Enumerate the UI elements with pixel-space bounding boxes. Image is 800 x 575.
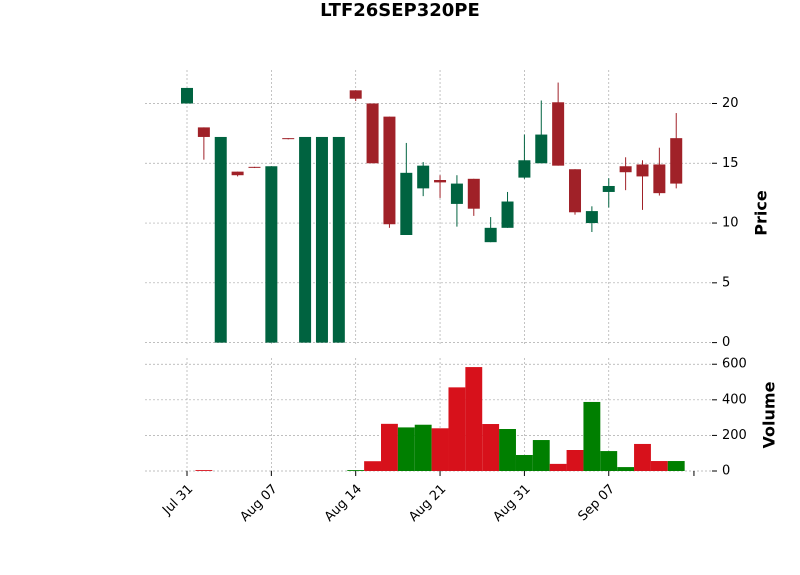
candle-body bbox=[484, 227, 497, 243]
candle-body bbox=[467, 178, 480, 209]
y-tick-label: 20 bbox=[722, 96, 739, 111]
x-tick-label: Aug 21 bbox=[406, 482, 449, 525]
volume-bar bbox=[549, 463, 567, 471]
candle-body bbox=[585, 211, 598, 224]
candle-body bbox=[670, 138, 683, 184]
volume-bar bbox=[397, 427, 415, 471]
y2-tick-label: 200 bbox=[722, 428, 747, 443]
candle-body bbox=[434, 180, 447, 183]
candle-body bbox=[602, 185, 615, 192]
candle-body bbox=[636, 164, 649, 177]
x-tick-label: Aug 31 bbox=[491, 482, 534, 525]
volume-bar bbox=[667, 461, 685, 471]
volume-bar bbox=[532, 440, 550, 471]
volume-bar bbox=[347, 470, 365, 471]
x-tick-label: Aug 14 bbox=[322, 482, 365, 525]
volume-bar bbox=[431, 428, 449, 471]
volume-bar bbox=[381, 423, 398, 471]
candle-body bbox=[366, 103, 379, 164]
y2-tick-label: 0 bbox=[722, 464, 730, 479]
y-tick-label: 10 bbox=[722, 216, 739, 231]
candle-body bbox=[214, 136, 227, 343]
volume-bar bbox=[650, 461, 668, 471]
y-tick-label: 0 bbox=[722, 335, 730, 350]
candle-body bbox=[197, 127, 210, 137]
candle-body bbox=[248, 166, 261, 168]
volume-bar bbox=[465, 367, 483, 471]
candle-body bbox=[299, 136, 312, 343]
volume-bar bbox=[600, 451, 618, 471]
volume-bar bbox=[617, 467, 635, 471]
candle-body bbox=[501, 201, 514, 228]
x-tick-label: Aug 07 bbox=[237, 482, 280, 525]
candle-body bbox=[332, 136, 345, 343]
candle-body bbox=[552, 102, 565, 166]
volume-bar bbox=[566, 450, 584, 471]
candle-body bbox=[518, 160, 531, 178]
y-axis-label: Price bbox=[752, 190, 771, 236]
candle-body bbox=[265, 166, 278, 343]
candle-body bbox=[450, 183, 463, 204]
y2-tick-label: 600 bbox=[722, 357, 747, 372]
volume-bar bbox=[499, 429, 516, 471]
volume-bar bbox=[515, 454, 533, 471]
y-tick-label: 15 bbox=[722, 156, 739, 171]
volume-bar bbox=[414, 424, 432, 471]
candle-body bbox=[349, 90, 362, 99]
x-tick-label: Jul 31 bbox=[159, 482, 196, 519]
y2-tick-label: 400 bbox=[722, 392, 747, 407]
candle-body bbox=[181, 87, 193, 104]
volume-bar bbox=[364, 461, 382, 471]
candle-body bbox=[535, 134, 548, 164]
candle-body bbox=[653, 164, 666, 194]
volume-bar bbox=[634, 443, 651, 471]
volume-bar bbox=[448, 387, 466, 471]
candle-body bbox=[619, 166, 632, 173]
candle-body bbox=[282, 138, 295, 140]
candle-body bbox=[400, 172, 413, 235]
candle-body bbox=[569, 169, 582, 213]
candle-body bbox=[417, 165, 430, 189]
volume-bar bbox=[583, 401, 601, 471]
candle-body bbox=[231, 171, 244, 176]
x-tick-label: Sep 07 bbox=[575, 482, 618, 525]
y-tick-label: 5 bbox=[722, 275, 730, 290]
volume-bar bbox=[482, 424, 500, 471]
candle-body bbox=[383, 116, 396, 225]
volume-axis-label: Volume bbox=[760, 381, 779, 448]
candle-body bbox=[315, 136, 328, 343]
chart-title: LTF26SEP320PE bbox=[320, 0, 480, 21]
volume-bar bbox=[195, 470, 213, 471]
